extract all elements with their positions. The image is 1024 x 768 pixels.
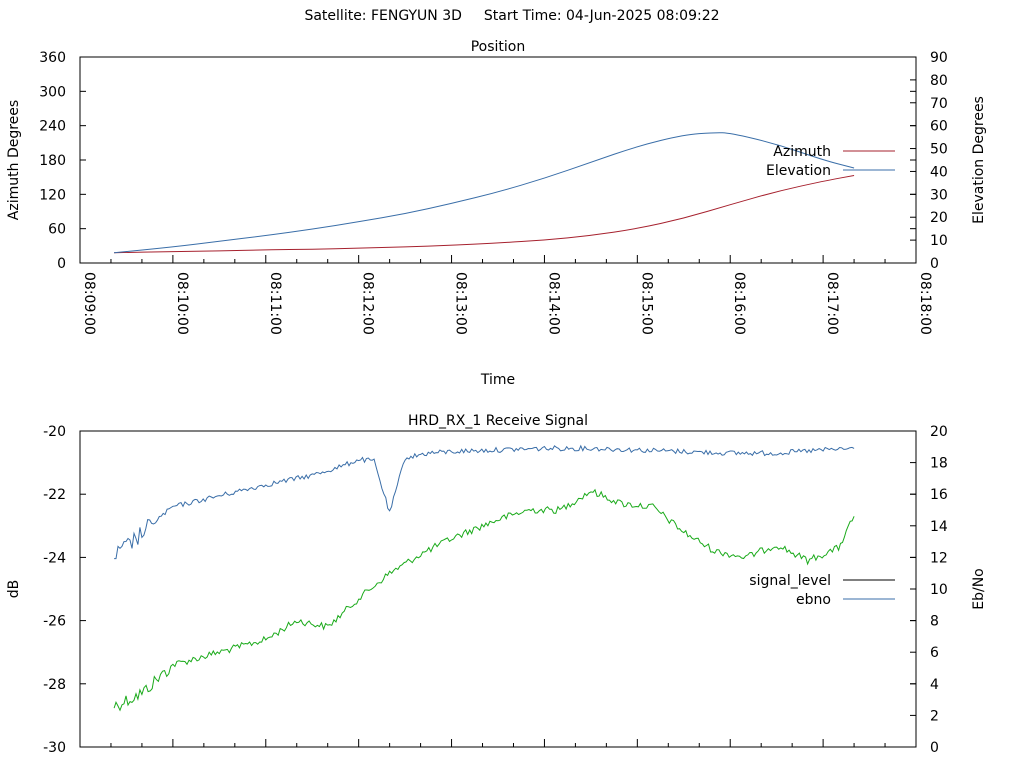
- satellite-label: Satellite: FENGYUN 3D: [304, 8, 462, 24]
- y2-tick-label: 40: [930, 164, 948, 180]
- page-header: Satellite: FENGYUN 3D Start Time: 04-Jun-…: [0, 8, 1024, 24]
- y2-axis-label: Elevation Degrees: [971, 96, 987, 224]
- series-line-elevation: [114, 132, 855, 254]
- y-axis-label: Azimuth Degrees: [6, 100, 22, 220]
- y-tick-label: -28: [43, 677, 66, 693]
- y2-tick-label: 80: [930, 73, 948, 89]
- y2-tick-label: 10: [930, 233, 948, 249]
- y2-tick-label: 20: [930, 424, 948, 440]
- y-tick-label: 120: [39, 187, 66, 203]
- y2-tick-label: 16: [930, 487, 948, 503]
- x-tick-label: 08:12:00: [360, 272, 376, 335]
- y2-tick-label: 4: [930, 677, 939, 693]
- x-tick-label: 08:13:00: [453, 272, 469, 335]
- plot-frame: [79, 430, 917, 748]
- y-tick-label: 180: [39, 153, 66, 169]
- y-tick-label: -26: [43, 614, 66, 630]
- x-axis-label: Time: [480, 372, 515, 388]
- y-tick-label: -24: [43, 550, 66, 566]
- y-tick-label: 0: [57, 256, 66, 272]
- chart-title: Position: [471, 39, 526, 55]
- legend-label-azimuth: Azimuth: [773, 144, 831, 160]
- y2-tick-label: 14: [930, 519, 948, 535]
- chart-title: HRD_RX_1 Receive Signal: [408, 413, 588, 429]
- series-line-azimuth: [114, 174, 855, 254]
- y-tick-label: -22: [43, 487, 66, 503]
- legend-label-ebno: ebno: [796, 592, 831, 608]
- y2-tick-label: 18: [930, 456, 948, 472]
- y2-tick-label: 70: [930, 96, 948, 112]
- y-tick-label: 60: [48, 222, 66, 238]
- x-tick-label: 08:10:00: [174, 272, 190, 335]
- y2-tick-label: 8: [930, 614, 939, 630]
- y-tick-label: 240: [39, 119, 66, 135]
- y2-tick-label: 6: [930, 645, 939, 661]
- y2-tick-label: 0: [930, 740, 939, 756]
- x-tick-label: 08:18:00: [917, 272, 933, 335]
- y2-tick-label: 0: [930, 256, 939, 272]
- legend-label-signal_level: signal_level: [749, 573, 831, 589]
- y2-tick-label: 30: [930, 187, 948, 203]
- y2-axis-label: Eb/No: [971, 568, 987, 610]
- y2-tick-label: 60: [930, 119, 948, 135]
- y2-tick-label: 2: [930, 708, 939, 724]
- series-line-signal_level: [113, 488, 855, 712]
- x-tick-label: 08:11:00: [267, 272, 283, 335]
- x-tick-label: 08:09:00: [81, 272, 97, 335]
- y-tick-label: 300: [39, 84, 66, 100]
- start-time-label: Start Time: 04-Jun-2025 08:09:22: [483, 8, 720, 24]
- y2-tick-label: 90: [930, 50, 948, 66]
- x-tick-label: 08:17:00: [824, 272, 840, 335]
- y2-tick-label: 50: [930, 142, 948, 158]
- legend-label-elevation: Elevation: [766, 163, 831, 179]
- y-axis-label: dB: [6, 580, 22, 599]
- x-tick-label: 08:15:00: [638, 272, 654, 335]
- y-tick-label: 360: [39, 50, 66, 66]
- y-tick-label: -20: [43, 424, 66, 440]
- plot-frame: [79, 56, 917, 264]
- y2-tick-label: 10: [930, 582, 948, 598]
- y2-tick-label: 12: [930, 550, 948, 566]
- series-line-ebno: [114, 444, 855, 560]
- y-tick-label: -30: [43, 740, 66, 756]
- x-tick-label: 08:14:00: [545, 272, 561, 335]
- y2-tick-label: 20: [930, 210, 948, 226]
- x-tick-label: 08:16:00: [731, 272, 747, 335]
